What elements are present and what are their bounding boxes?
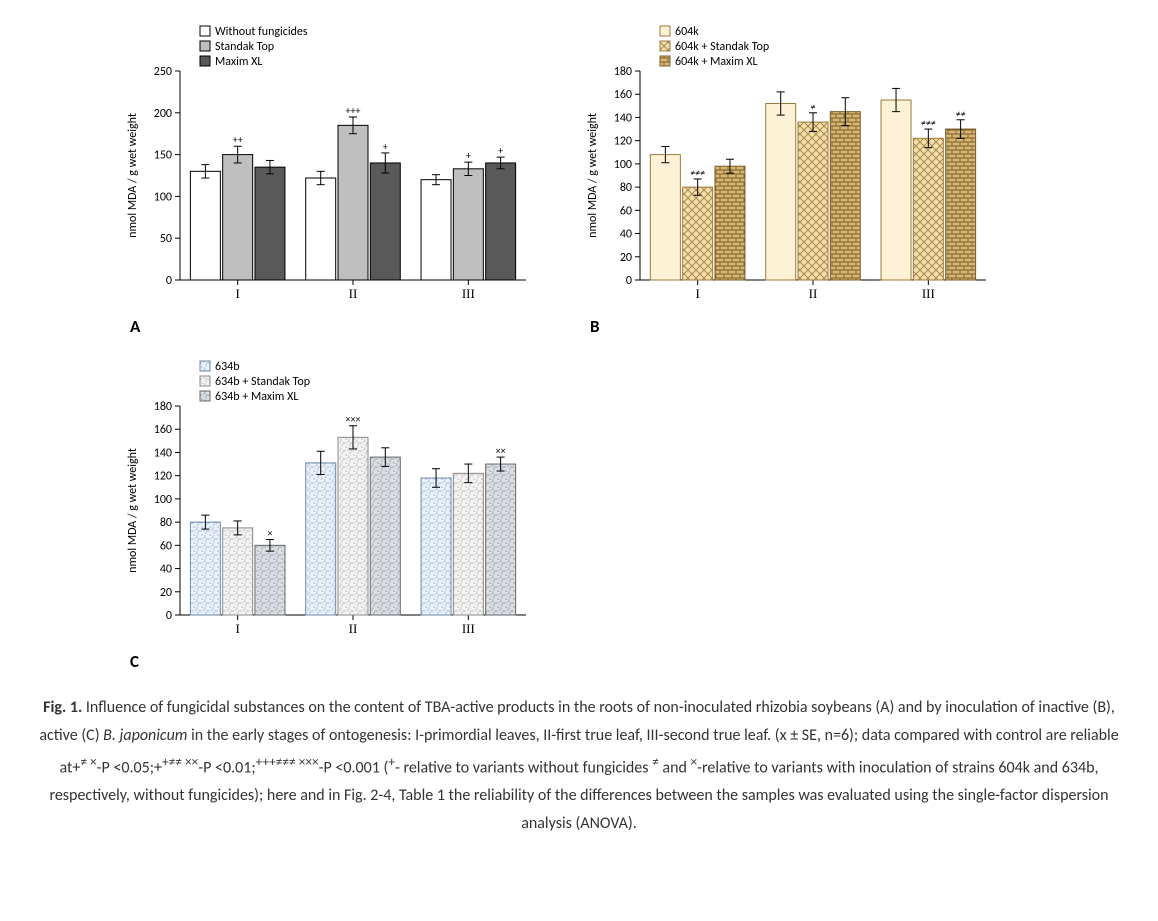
svg-text:++: ++	[233, 133, 243, 146]
svg-text:120: 120	[154, 470, 172, 484]
svg-text:160: 160	[614, 88, 632, 102]
svg-text:≠≠≠: ≠≠≠	[921, 116, 936, 129]
svg-text:80: 80	[160, 516, 172, 530]
svg-text:I: I	[235, 621, 239, 636]
svg-text:+: +	[498, 144, 503, 157]
charts-row-1: Without fungicidesStandak TopMaxim XL 0 50…	[120, 10, 1148, 337]
svg-text:140: 140	[154, 446, 172, 460]
figure-1: Without fungicidesStandak TopMaxim XL 0 50…	[10, 10, 1148, 838]
chart-A: Without fungicidesStandak TopMaxim XL 0 50…	[120, 10, 540, 310]
caption-sup4: +	[388, 753, 395, 770]
svg-text:120: 120	[614, 135, 632, 149]
svg-text:100: 100	[154, 190, 172, 204]
svg-text:40: 40	[160, 563, 172, 577]
svg-text:+: +	[466, 149, 471, 162]
svg-text:140: 140	[614, 111, 632, 125]
svg-text:50: 50	[160, 232, 172, 246]
svg-text:80: 80	[620, 181, 632, 195]
svg-text:604k: 604k	[675, 25, 699, 39]
svg-text:634b: 634b	[215, 360, 240, 374]
panel-B-letter: B	[590, 316, 600, 337]
svg-text:0: 0	[626, 274, 632, 288]
caption-mid6: and	[659, 758, 691, 777]
charts-row-2: 634b634b + Standak Top634b + Maxim XL 0 20…	[120, 345, 1148, 672]
svg-text:I: I	[235, 286, 239, 301]
svg-text:II: II	[809, 286, 818, 301]
caption-sup1: ≠ ×	[80, 753, 96, 770]
svg-text:20: 20	[620, 251, 632, 265]
svg-text:+: +	[383, 140, 388, 153]
caption-italic-species: B. japonicum	[103, 726, 187, 745]
svg-text:200: 200	[154, 107, 172, 121]
svg-text:100: 100	[154, 493, 172, 507]
svg-text:60: 60	[620, 204, 632, 218]
svg-text:III: III	[922, 286, 935, 301]
svg-text:II: II	[349, 621, 358, 636]
panel-C-cell: 634b634b + Standak Top634b + Maxim XL 0 20…	[120, 345, 540, 672]
panel-A-cell: Without fungicidesStandak TopMaxim XL 0 50…	[120, 10, 540, 337]
panel-A-letter: A	[130, 316, 140, 337]
panel-C-letter: C	[130, 651, 139, 672]
svg-text:634b + Maxim XL: 634b + Maxim XL	[215, 390, 298, 404]
chart-C: 634b634b + Standak Top634b + Maxim XL 0 20…	[120, 345, 540, 645]
svg-text:Without fungicides: Without fungicides	[215, 25, 308, 39]
svg-text:634b + Standak Top: 634b + Standak Top	[215, 375, 310, 389]
svg-text:100: 100	[614, 158, 632, 172]
caption-mid4: -P <0.001 (	[319, 758, 389, 777]
svg-text:150: 150	[154, 149, 172, 163]
svg-text:nmol MDA / g wet weight: nmol MDA / g wet weight	[586, 113, 600, 238]
panel-B-cell: 604k604k + Standak Top604k + Maxim XL 0 20…	[580, 10, 1000, 337]
svg-text:160: 160	[154, 423, 172, 437]
svg-text:×: ×	[267, 527, 272, 540]
svg-text:××: ××	[496, 444, 506, 457]
svg-text:40: 40	[620, 228, 632, 242]
svg-text:Maxim XL: Maxim XL	[215, 55, 262, 69]
caption-sup3: +++≠≠≠ ×××	[256, 753, 319, 770]
svg-text:60: 60	[160, 539, 172, 553]
caption-mid5: - relative to variants without fungicide…	[395, 758, 652, 777]
svg-text:II: II	[349, 286, 358, 301]
svg-text:I: I	[695, 286, 699, 301]
svg-text:III: III	[462, 621, 475, 636]
svg-text:×××: ×××	[346, 413, 361, 426]
svg-text:604k + Standak Top: 604k + Standak Top	[675, 40, 769, 54]
fig-label: Fig. 1.	[43, 698, 82, 717]
svg-text:180: 180	[614, 65, 632, 79]
svg-text:III: III	[462, 286, 475, 301]
chart-B: 604k604k + Standak Top604k + Maxim XL 0 20…	[580, 10, 1000, 310]
svg-text:Standak Top: Standak Top	[215, 40, 274, 54]
svg-text:604k + Maxim XL: 604k + Maxim XL	[675, 55, 758, 69]
figure-caption: Fig. 1. Influence of fungicidal substanc…	[29, 694, 1129, 838]
svg-text:≠≠≠: ≠≠≠	[690, 166, 705, 179]
svg-text:180: 180	[154, 400, 172, 414]
svg-text:20: 20	[160, 586, 172, 600]
caption-sup5: ≠	[652, 753, 659, 770]
svg-text:nmol MDA / g wet weight: nmol MDA / g wet weight	[126, 113, 140, 238]
svg-text:≠≠: ≠≠	[956, 107, 966, 120]
caption-mid2: -P <0.05;+	[97, 758, 162, 777]
svg-text:≠: ≠	[811, 100, 816, 113]
svg-text:0: 0	[166, 274, 172, 288]
caption-mid3: -P <0.01;	[198, 758, 255, 777]
svg-text:nmol MDA / g wet weight: nmol MDA / g wet weight	[126, 448, 140, 573]
svg-text:250: 250	[154, 65, 172, 79]
caption-sup2: +≠≠ ××	[162, 753, 198, 770]
svg-text:+++: +++	[345, 104, 360, 117]
svg-text:0: 0	[166, 609, 172, 623]
